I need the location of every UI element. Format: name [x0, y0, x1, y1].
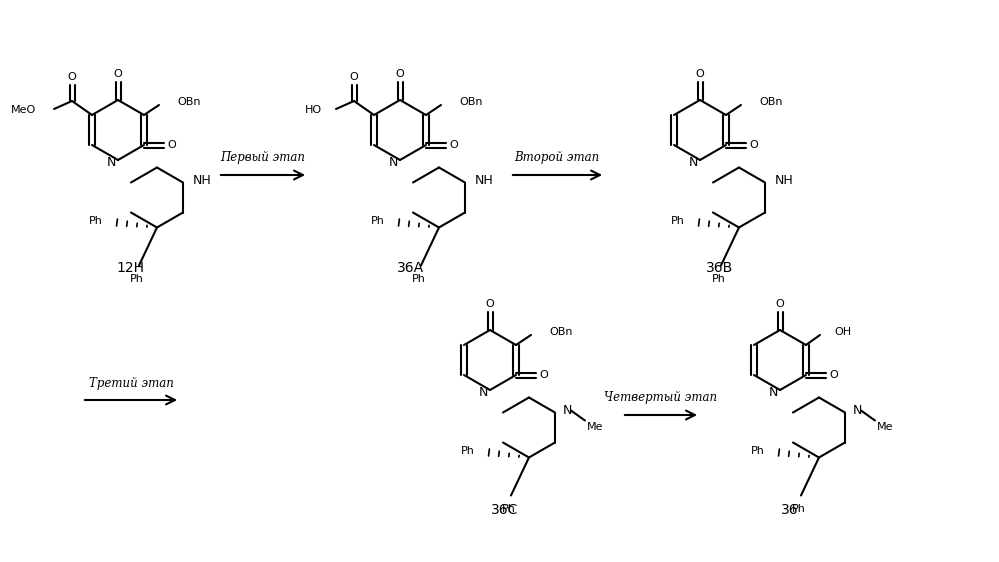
Text: 36C: 36C: [492, 503, 518, 517]
Text: HO: HO: [305, 105, 322, 115]
Text: Ph: Ph: [502, 505, 515, 514]
Text: MeO: MeO: [11, 105, 36, 115]
Text: OBn: OBn: [459, 97, 483, 107]
Text: OBn: OBn: [177, 97, 201, 107]
Text: Ph: Ph: [462, 446, 475, 455]
Text: O: O: [539, 370, 548, 380]
Text: N: N: [563, 404, 572, 417]
Text: O: O: [775, 299, 784, 309]
Text: N: N: [853, 404, 862, 417]
Text: Четвертый этап: Четвертый этап: [604, 392, 717, 405]
Text: Me: Me: [877, 422, 893, 432]
Text: O: O: [168, 140, 177, 150]
Text: O: O: [749, 140, 758, 150]
Text: Первый этап: Первый этап: [221, 152, 306, 165]
Text: N: N: [106, 156, 116, 169]
Text: Me: Me: [586, 422, 603, 432]
Text: Ph: Ph: [712, 274, 726, 284]
Text: Ph: Ph: [371, 215, 385, 225]
Text: N: N: [479, 386, 488, 398]
Text: O: O: [486, 299, 495, 309]
Text: Третий этап: Третий этап: [89, 377, 174, 389]
Text: NH: NH: [475, 174, 494, 187]
Text: Ph: Ph: [751, 446, 765, 455]
Text: O: O: [829, 370, 838, 380]
Text: 36A: 36A: [397, 261, 424, 275]
Text: Второй этап: Второй этап: [514, 152, 599, 165]
Text: Ph: Ph: [412, 274, 426, 284]
Text: O: O: [68, 72, 76, 82]
Text: N: N: [688, 156, 697, 169]
Text: Ph: Ph: [792, 505, 806, 514]
Text: 12H: 12H: [116, 261, 144, 275]
Text: OH: OH: [834, 327, 851, 337]
Text: NH: NH: [775, 174, 793, 187]
Text: O: O: [450, 140, 459, 150]
Text: O: O: [396, 69, 405, 79]
Text: Ph: Ph: [671, 215, 685, 225]
Text: O: O: [114, 69, 122, 79]
Text: Ph: Ph: [130, 274, 144, 284]
Text: O: O: [350, 72, 359, 82]
Text: 36B: 36B: [706, 261, 733, 275]
Text: N: N: [389, 156, 398, 169]
Text: 36: 36: [781, 503, 799, 517]
Text: OBn: OBn: [759, 97, 782, 107]
Text: O: O: [695, 69, 704, 79]
Text: Ph: Ph: [89, 215, 103, 225]
Text: OBn: OBn: [549, 327, 572, 337]
Text: N: N: [768, 386, 777, 398]
Text: NH: NH: [193, 174, 212, 187]
